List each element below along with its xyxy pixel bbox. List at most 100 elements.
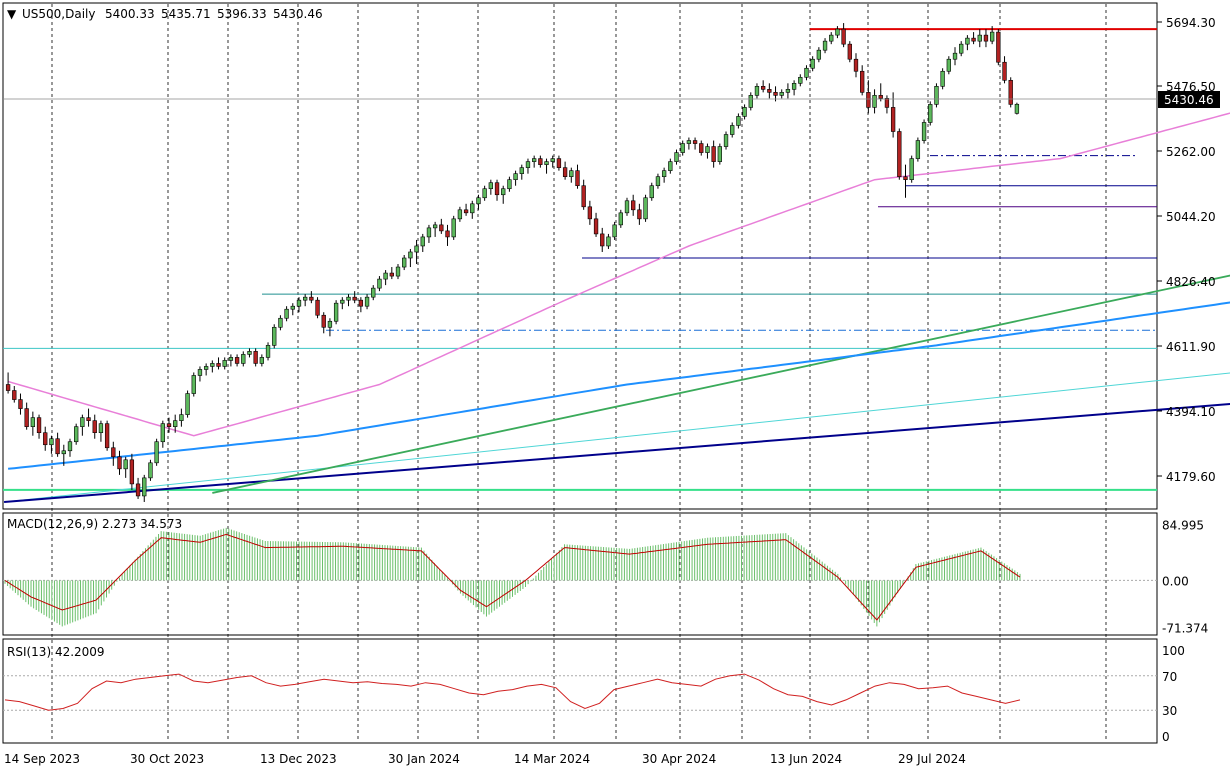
candle-body [977,34,982,42]
candle-body [878,95,883,99]
candle-body [890,107,896,132]
candle [1008,77,1013,108]
candle [748,92,753,111]
candle [104,420,110,451]
candle-body [185,393,190,415]
candle [364,294,370,310]
candle [160,420,165,448]
candle [36,414,42,439]
candle-body [501,188,506,196]
ohlc-open: 5400.33 [105,7,155,21]
candle [600,227,605,252]
candle [142,474,147,502]
candle-body [791,83,797,90]
candle [674,149,679,165]
candle [414,239,419,265]
candle [866,80,871,114]
candle [996,29,1001,66]
candle-body [835,28,840,36]
candle [513,170,518,186]
candle-body [686,140,692,144]
candle-body [723,134,729,147]
horizontal-levels [3,28,1157,491]
y-tick-label: 5694.30 [1166,16,1216,30]
candle [544,158,549,174]
candle [49,435,54,454]
last-price-box [1158,91,1220,108]
candle [989,26,995,45]
candle [915,137,921,162]
rsi-indicator: 100 70 30 0 [3,644,1185,744]
candle-body [296,299,302,307]
candle [265,342,271,361]
candle-body [148,462,153,479]
chart-title: US500,Daily [22,7,95,21]
candle [928,101,933,126]
candle-body [482,188,487,199]
candle-body [61,450,66,455]
candle-body [241,354,246,364]
candle-body [556,158,562,168]
candle [1014,102,1020,115]
candle-body [179,414,184,421]
candle [228,354,234,367]
candle [550,155,555,168]
candle-body [24,408,29,427]
candle [457,206,463,222]
candle [352,291,357,304]
candles[interactable] [5,23,1020,502]
candle [179,408,184,427]
trendline-cyan [4,372,1230,503]
candle-body [699,143,704,153]
candle [711,140,716,168]
candle [804,65,809,81]
candle-body [649,185,654,199]
candle-body [408,251,413,259]
candle [736,113,741,129]
x-tick-label: 30 Jan 2024 [388,752,460,766]
trendline-navy [4,403,1230,503]
candle [717,143,722,165]
candle-body [643,197,648,220]
candle-body [377,278,382,289]
candle-body [928,104,933,123]
candle [612,221,617,240]
candle-body [692,140,698,144]
candle-body [30,417,36,427]
candle-body [680,143,685,153]
candle-body [544,161,549,165]
candle-body [210,363,215,367]
x-tick-label: 13 Jun 2024 [770,752,842,766]
macd-tick-label: 0.00 [1162,574,1189,588]
candle-body [748,95,753,108]
candle-body [67,441,73,452]
candle [315,297,320,319]
candle [680,140,685,156]
candle-body [754,86,760,96]
symbol-marker-icon: ▼ [7,7,17,21]
moving-average-pink [7,112,1230,437]
candle-body [104,423,110,449]
candle-body [402,257,407,268]
candle-body [631,200,636,211]
time-axis: 14 Sep 2023 30 Oct 2023 13 Dec 2023 30 Jan … [4,752,966,766]
moving-averages [7,112,1230,470]
candle [860,65,865,96]
candle [494,179,500,201]
candle [878,83,883,102]
candle-body [624,200,630,214]
candle-body [43,432,48,446]
candle [581,179,586,210]
candle [705,143,710,159]
candle-body [451,218,456,238]
candle [420,233,425,252]
candle [934,83,939,108]
candle [816,47,822,63]
candle-body [284,308,289,319]
candle [377,276,382,292]
candle-body [581,185,586,208]
candle [476,194,481,210]
y-tick-label: 5044.20 [1166,210,1216,224]
